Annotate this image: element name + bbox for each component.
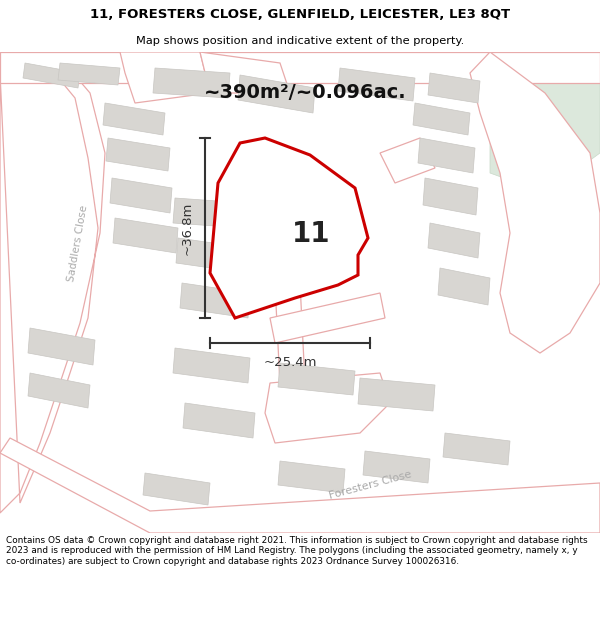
Text: 11: 11 (292, 220, 330, 248)
Text: Saddlers Close: Saddlers Close (67, 204, 89, 282)
Polygon shape (176, 238, 248, 273)
Polygon shape (363, 451, 430, 483)
Polygon shape (200, 52, 290, 93)
Text: Contains OS data © Crown copyright and database right 2021. This information is : Contains OS data © Crown copyright and d… (6, 536, 587, 566)
Polygon shape (413, 103, 470, 135)
Polygon shape (490, 52, 600, 193)
Polygon shape (438, 268, 490, 305)
Text: ~36.8m: ~36.8m (181, 201, 193, 255)
Polygon shape (110, 178, 172, 213)
Polygon shape (58, 63, 120, 85)
Text: 11, FORESTERS CLOSE, GLENFIELD, LEICESTER, LE3 8QT: 11, FORESTERS CLOSE, GLENFIELD, LEICESTE… (90, 8, 510, 21)
Polygon shape (428, 223, 480, 258)
Polygon shape (418, 138, 475, 173)
Polygon shape (270, 293, 385, 343)
Text: Map shows position and indicative extent of the property.: Map shows position and indicative extent… (136, 36, 464, 46)
Polygon shape (0, 52, 600, 83)
Polygon shape (0, 52, 105, 513)
Polygon shape (120, 52, 210, 103)
Polygon shape (238, 75, 315, 113)
Polygon shape (443, 433, 510, 465)
Polygon shape (270, 183, 305, 385)
Polygon shape (173, 198, 245, 228)
Polygon shape (470, 52, 600, 353)
Polygon shape (423, 178, 478, 215)
Polygon shape (358, 378, 435, 411)
Polygon shape (180, 283, 250, 318)
Polygon shape (265, 373, 390, 443)
Text: ~390m²/~0.096ac.: ~390m²/~0.096ac. (203, 84, 406, 102)
Polygon shape (113, 218, 178, 253)
Polygon shape (28, 328, 95, 365)
Polygon shape (210, 138, 368, 318)
Text: ~25.4m: ~25.4m (263, 356, 317, 369)
Polygon shape (278, 461, 345, 493)
Polygon shape (106, 138, 170, 171)
Polygon shape (0, 438, 600, 533)
Polygon shape (183, 403, 255, 438)
Text: Foresters Close: Foresters Close (328, 469, 412, 501)
Polygon shape (103, 103, 165, 135)
Polygon shape (153, 68, 230, 98)
Polygon shape (428, 73, 480, 103)
Polygon shape (278, 363, 355, 395)
Polygon shape (173, 348, 250, 383)
Polygon shape (338, 68, 415, 101)
Polygon shape (143, 473, 210, 505)
Polygon shape (380, 138, 435, 183)
Polygon shape (23, 63, 80, 88)
Polygon shape (28, 373, 90, 408)
